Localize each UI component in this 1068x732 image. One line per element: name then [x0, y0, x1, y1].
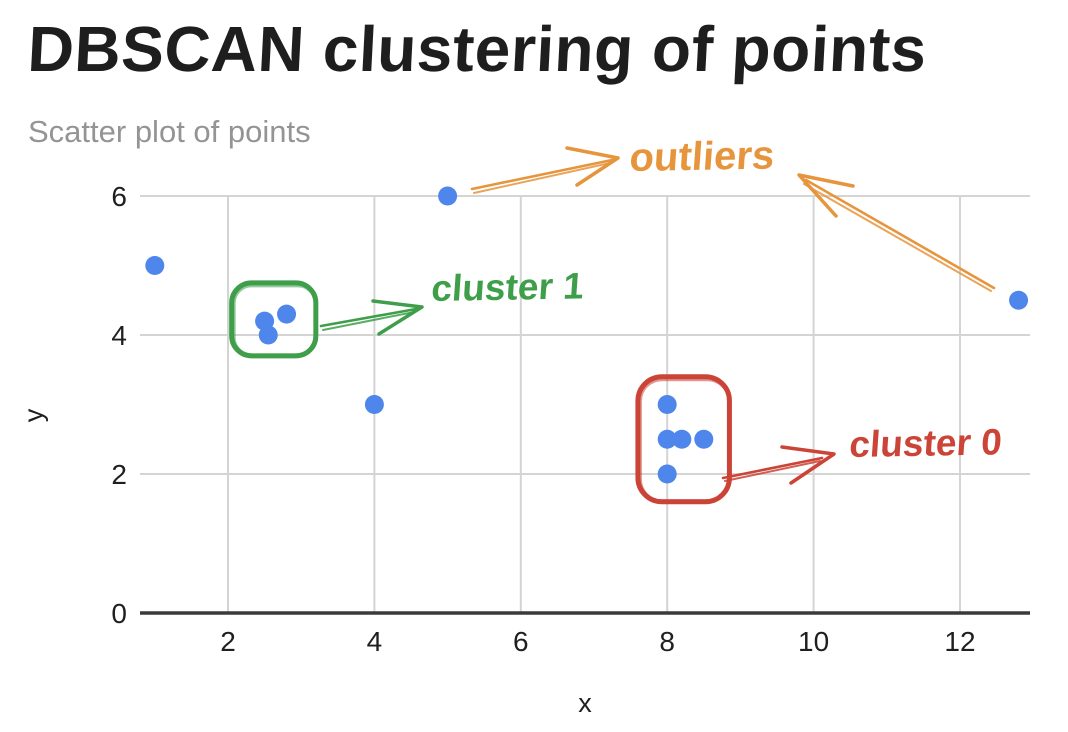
cluster1-arrow-body-echo [322, 311, 415, 331]
data-point-8 [672, 429, 692, 449]
data-point-6 [657, 395, 677, 414]
cluster1-box-sketch-echo [231, 283, 318, 358]
cluster1-arrow-body [319, 307, 418, 328]
cluster0-box-sketch-echo [637, 377, 732, 504]
cluster0-arrow-head [780, 445, 836, 485]
y-tick-label-4: 4 [111, 320, 127, 351]
x-axis-title: x [578, 688, 592, 718]
data-point-4 [364, 395, 384, 414]
y-axis-title: y [18, 408, 49, 423]
cluster0-arrow-body [721, 456, 824, 480]
y-tick-label-0: 0 [111, 598, 127, 629]
x-tick-label-10: 10 [798, 626, 829, 657]
annotation-label-cluster1: cluster 1 [430, 265, 586, 310]
data-point-7 [657, 429, 677, 449]
data-point-5 [438, 186, 458, 206]
data-point-9 [694, 429, 714, 449]
data-point-11 [1009, 290, 1029, 310]
x-tick-label-8: 8 [659, 626, 675, 657]
annotation-label-cluster0: cluster 0 [848, 421, 1004, 466]
outliers-arrow-left-body-echo [473, 162, 611, 194]
data-point-3 [277, 304, 297, 324]
outliers-arrow-right-body [804, 178, 996, 290]
outliers-arrow-right-head [797, 173, 855, 218]
x-tick-label-4: 4 [367, 626, 383, 657]
outliers-arrow-left-head [565, 146, 620, 187]
cluster1-arrow-head [371, 299, 424, 336]
outliers-arrow-left-body [470, 158, 614, 191]
outliers-arrow-right-body-echo [803, 183, 992, 292]
y-tick-label-6: 6 [111, 181, 127, 212]
x-tick-label-12: 12 [944, 626, 975, 657]
data-point-2 [258, 325, 278, 345]
chart-subtitle: Scatter plot of points [28, 114, 311, 149]
x-tick-label-6: 6 [513, 626, 529, 657]
data-point-0 [145, 256, 165, 275]
x-tick-label-2: 2 [220, 626, 236, 657]
y-tick-label-2: 2 [111, 459, 127, 490]
data-point-10 [657, 464, 677, 484]
cluster0-arrow-body-echo [724, 460, 821, 482]
annotation-label-outliers: outliers [628, 133, 776, 181]
